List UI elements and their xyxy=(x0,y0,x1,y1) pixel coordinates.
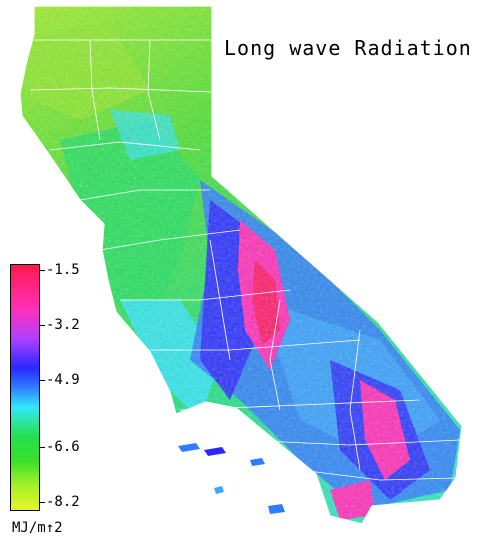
channel-islands xyxy=(178,443,285,514)
legend-tick-label: -1.5 xyxy=(46,262,80,278)
legend-tick-label: -8.2 xyxy=(46,494,80,510)
legend-tick xyxy=(39,502,45,503)
legend-tick xyxy=(39,270,45,271)
legend-tick xyxy=(39,447,45,448)
legend-tick-label: -4.9 xyxy=(46,372,80,388)
legend-unit: MJ/m↑2 xyxy=(12,520,63,536)
legend-tick-label: -3.2 xyxy=(46,317,80,333)
legend-tick xyxy=(39,380,45,381)
map-title: Long wave Radiation xyxy=(224,36,472,60)
legend-tick-label: -6.6 xyxy=(46,439,80,455)
legend-tick xyxy=(39,325,45,326)
color-scale-bar xyxy=(10,264,40,511)
